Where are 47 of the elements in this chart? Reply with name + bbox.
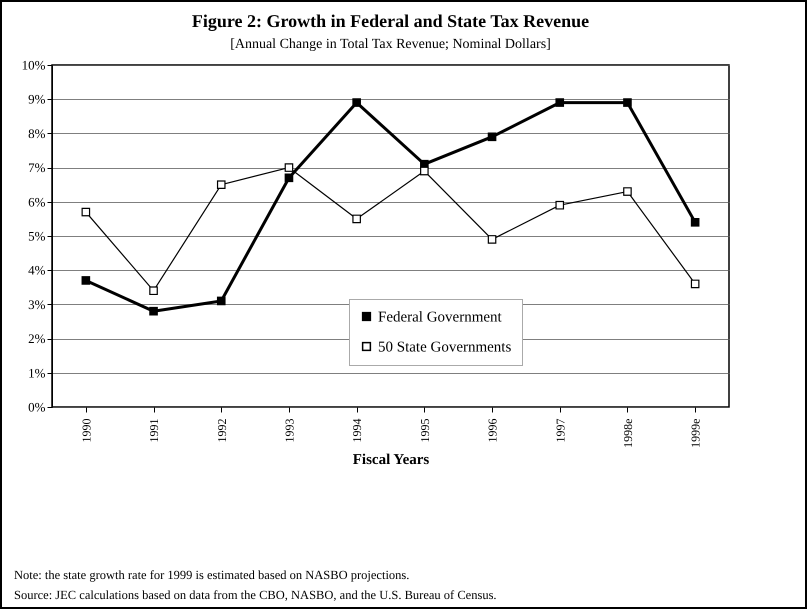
x-tick-label: 1993 <box>282 418 296 442</box>
point <box>690 218 700 227</box>
point <box>149 306 158 316</box>
point <box>488 132 496 142</box>
point <box>352 98 361 107</box>
x-axis-title: Fiscal Years <box>352 452 430 468</box>
point <box>623 187 632 196</box>
legend-label: 50 State Governments <box>378 340 512 356</box>
point <box>216 180 226 190</box>
point <box>555 98 564 107</box>
x-tick-label: 1997 <box>553 418 568 442</box>
y-tick-label: 7% <box>28 160 46 176</box>
x-tick-label: 1994 <box>350 418 364 442</box>
chart-subtitle: [Annual Change in Total Tax Revenue; Nominal Dollars] <box>230 37 551 52</box>
y-tick-label: 5% <box>28 228 46 244</box>
point <box>690 280 700 288</box>
point <box>82 276 90 285</box>
point <box>488 235 496 244</box>
y-tick-label: 8% <box>28 126 46 141</box>
point <box>352 214 361 224</box>
text: Note: the state growth rate for 1999 is estimated based on NASBO projections. <box>14 567 410 584</box>
point <box>149 286 158 296</box>
y-tick-label: 2% <box>28 331 46 346</box>
y-tick-label: 1% <box>28 365 46 380</box>
x-tick-label: 1990 <box>79 418 94 442</box>
legend-label: Federal Government <box>378 310 503 326</box>
point <box>82 208 90 216</box>
x-tick-label: 1991 <box>147 418 162 442</box>
x-tick-label: 1999e <box>688 418 703 448</box>
x-tick-label: 1995 <box>418 418 432 442</box>
y-tick-label: 3% <box>28 296 46 312</box>
chart-title: Figure 2: Growth in Federal and State Tax Revenue <box>192 11 590 31</box>
y-tick-label: 10% <box>22 58 46 72</box>
point <box>216 296 226 306</box>
x-tick-label: 1998e <box>620 418 635 448</box>
point <box>284 163 294 172</box>
y-tick-label: 9% <box>28 92 46 107</box>
point <box>555 200 564 210</box>
y-tick-label: 6% <box>28 194 46 210</box>
point <box>284 174 294 182</box>
y-tick-label: 0% <box>28 400 46 414</box>
source-note: Source: JEC calculations based on data from the CBO, NASBO, and the U.S. Bureau of Census. <box>14 587 497 604</box>
point <box>623 98 632 107</box>
point <box>420 166 429 176</box>
y-tick-label: 4% <box>28 262 46 278</box>
x-tick-label: 1992 <box>214 418 229 442</box>
x-tick-label: 1996 <box>486 418 500 442</box>
